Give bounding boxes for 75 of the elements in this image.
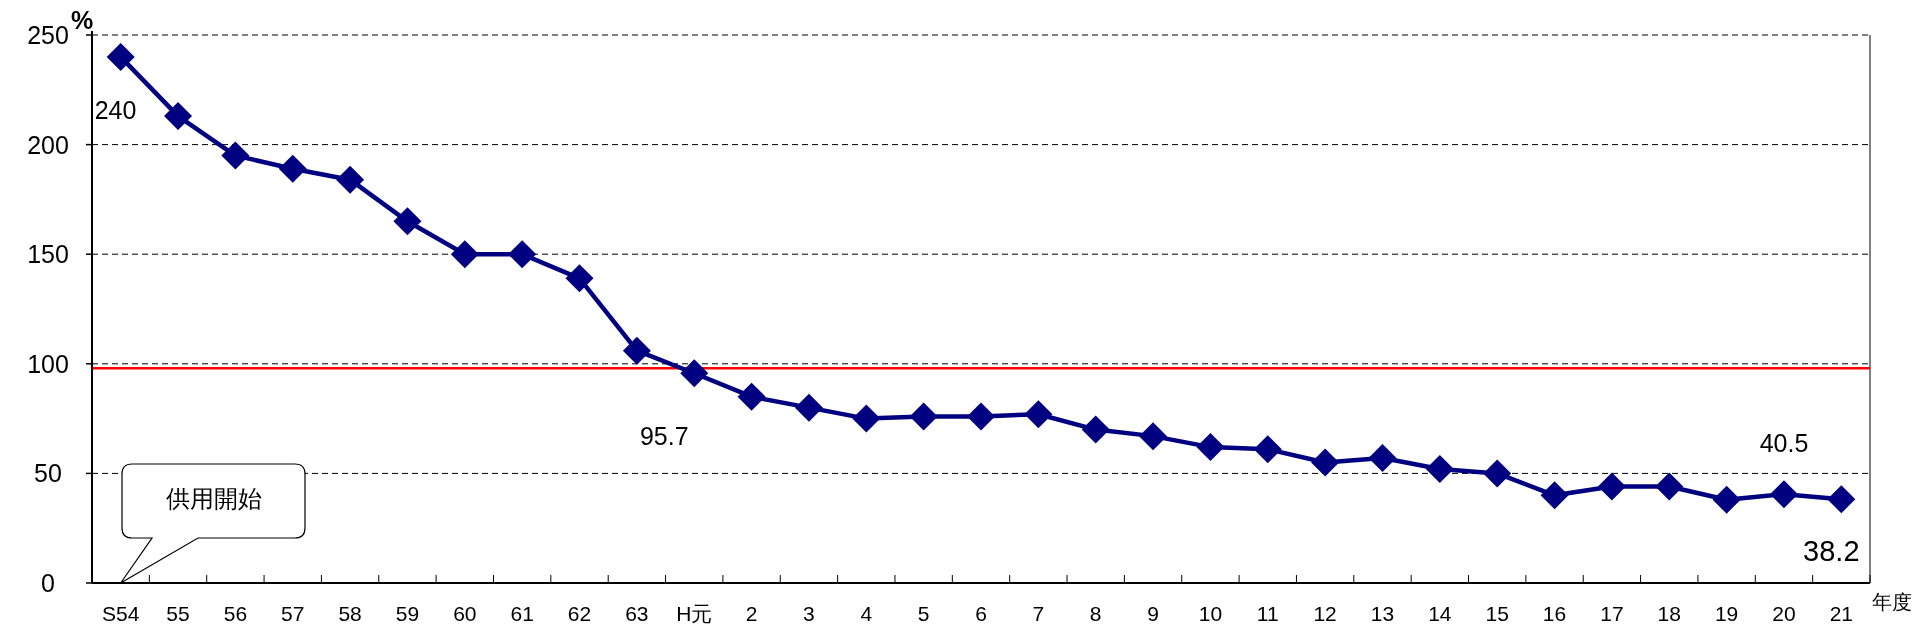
point [336, 165, 365, 194]
x-axis-title: 年度 [1872, 591, 1912, 613]
x-tick-label: 10 [1198, 602, 1223, 625]
point [852, 404, 881, 433]
point [622, 336, 651, 365]
point [1253, 435, 1282, 464]
data-label: 38.2 [1803, 535, 1860, 568]
x-tick-label: 63 [625, 602, 649, 625]
x-tick-label: 21 [1829, 602, 1853, 625]
x-tick-label: 7 [1032, 602, 1045, 625]
y-tick-label: 200 [27, 130, 69, 159]
point [393, 207, 422, 236]
data-label: 95.7 [639, 422, 689, 451]
x-tick-label: 59 [395, 602, 420, 625]
x-tick-label: 11 [1256, 602, 1279, 625]
x-tick-label: 61 [510, 602, 534, 625]
point [1139, 422, 1168, 451]
point [1483, 459, 1512, 488]
point [221, 141, 250, 170]
x-tick-label: 55 [166, 602, 190, 625]
y-tick-label: 100 [27, 349, 69, 378]
point [1024, 400, 1053, 429]
x-tick-label: 15 [1485, 602, 1509, 625]
x-tick-label: 20 [1772, 602, 1796, 625]
x-tick-label: 2 [745, 602, 758, 625]
x-tick-label: 14 [1428, 602, 1452, 625]
x-tick-label: H元 [676, 602, 713, 625]
point [164, 102, 193, 131]
point [1425, 455, 1454, 484]
point [1196, 433, 1225, 462]
point [565, 264, 594, 293]
x-tick-label: 56 [223, 602, 248, 625]
x-tick-label: 58 [338, 602, 362, 625]
x-tick-label: 4 [860, 602, 873, 625]
point [1655, 472, 1684, 501]
y-tick-label: 250 [27, 21, 69, 49]
x-tick-label: 8 [1089, 602, 1102, 625]
point [794, 393, 823, 422]
x-tick-label: S54 [101, 602, 140, 625]
point [967, 402, 995, 431]
point [1769, 480, 1798, 509]
point [106, 42, 135, 71]
x-tick-label: 16 [1542, 602, 1567, 625]
x-tick-label: 6 [975, 602, 987, 625]
point [278, 154, 307, 183]
x-tick-label: 13 [1370, 602, 1395, 625]
x-tick-label: 62 [567, 602, 592, 625]
x-tick-label: 3 [803, 602, 815, 625]
x-tick-label: 17 [1600, 602, 1624, 625]
x-tick-label: 5 [917, 602, 930, 625]
x-tick-label: 9 [1147, 602, 1159, 625]
x-tick-label: 18 [1657, 602, 1681, 625]
point [737, 382, 766, 411]
x-tick-label: 12 [1313, 602, 1337, 625]
point [1311, 448, 1340, 477]
x-tick-label: 19 [1714, 602, 1739, 625]
point [1368, 444, 1397, 473]
point [909, 402, 938, 431]
x-tick-label: 57 [281, 602, 305, 625]
x-tick-label: 60 [453, 602, 477, 625]
y-tick-label: 50 [34, 459, 62, 488]
point [1712, 485, 1741, 514]
point [1081, 415, 1110, 444]
point [680, 359, 709, 388]
y-tick-label: 0 [41, 569, 55, 597]
point [450, 240, 479, 269]
point [1540, 481, 1569, 510]
data-label: 40.5 [1759, 429, 1809, 458]
point [1827, 485, 1856, 514]
y-tick-label: 150 [27, 240, 69, 269]
point [508, 240, 537, 269]
point [1597, 472, 1626, 501]
annotation: 供用開始 [165, 485, 262, 512]
y-axis-title: % [70, 6, 94, 34]
data-label: 240 [94, 95, 137, 124]
